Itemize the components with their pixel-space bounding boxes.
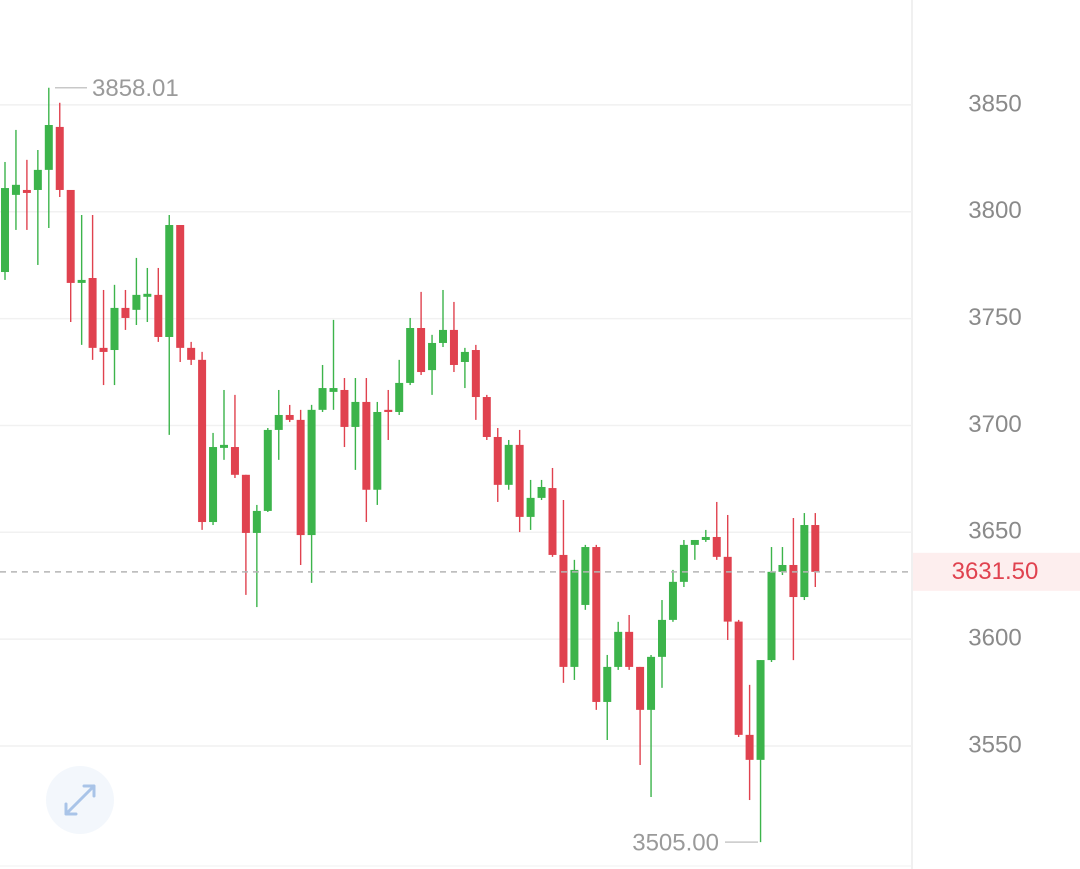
candle-body [526, 497, 535, 517]
candle-body [449, 329, 458, 365]
candle-body [701, 536, 710, 540]
candle-body [220, 444, 228, 448]
candle-body [329, 388, 338, 392]
candle-body [55, 126, 64, 190]
last-price-tag [913, 552, 1080, 591]
candle-body [143, 293, 152, 297]
candle-body [307, 409, 316, 536]
candle-body [33, 169, 42, 190]
candle-body [767, 571, 776, 661]
candle-body [11, 184, 20, 195]
high-annotation-label: 3858.01 [92, 75, 179, 102]
candle-body [187, 347, 196, 360]
candle-body [373, 411, 382, 490]
candle-body [811, 525, 820, 572]
candle-body [504, 444, 513, 485]
candle-body [460, 351, 469, 362]
candle-body [99, 347, 108, 352]
expand-button[interactable] [46, 766, 114, 834]
candle-body [198, 359, 207, 523]
candle-body [296, 419, 305, 536]
candle-body [340, 389, 349, 427]
candle-body [668, 581, 677, 620]
candle-body [537, 486, 546, 498]
candle-body [176, 225, 185, 348]
y-tick-label: 3550 [968, 731, 1021, 758]
y-tick-label: 3750 [968, 304, 1021, 331]
candle-body [362, 401, 371, 490]
candle-body [44, 125, 53, 170]
candle-body [428, 342, 437, 371]
candle-body [723, 556, 732, 622]
candles [1, 87, 820, 843]
candle-body [230, 447, 239, 475]
candle-body [1, 188, 9, 273]
candle-body [439, 329, 447, 343]
candle-body [285, 414, 294, 420]
candle-body [592, 547, 601, 702]
low-annotation-label: 3505.00 [632, 829, 719, 856]
candle-body [636, 666, 645, 710]
candle-body [252, 510, 261, 533]
candle-body [734, 621, 743, 735]
candle-body [406, 328, 415, 383]
candle-body [778, 564, 787, 572]
candle-body [548, 488, 557, 555]
candle-body [154, 294, 163, 337]
candle-body [570, 569, 579, 667]
candle-body [241, 474, 250, 533]
y-tick-label: 3600 [968, 624, 1021, 651]
candle-body [384, 409, 393, 412]
candle-body [658, 619, 666, 657]
candle-body [559, 554, 568, 667]
candle-body [603, 666, 612, 702]
candle-body [274, 414, 283, 430]
y-tick-label: 3650 [968, 518, 1021, 545]
candle-body [22, 189, 31, 193]
candle-body [679, 544, 688, 582]
candle-body [690, 539, 699, 545]
candle-body [121, 307, 130, 318]
candle-body [647, 656, 656, 710]
candle-body [318, 388, 327, 410]
y-tick-label: 3700 [968, 411, 1021, 438]
candle-body [417, 328, 426, 373]
candle-body [482, 397, 491, 437]
candle-body [77, 279, 86, 283]
y-tick-label: 3800 [968, 197, 1021, 224]
candle-body [132, 294, 141, 310]
candle-body [66, 189, 75, 283]
candle-body [712, 536, 721, 557]
candle-body [581, 547, 590, 605]
expand-icon[interactable] [64, 784, 96, 816]
candle-body [351, 401, 360, 427]
candle-body [263, 429, 272, 511]
candle-body [800, 525, 809, 598]
last-price-label: 3631.50 [952, 558, 1039, 585]
candle-body [165, 225, 174, 337]
candle-body [745, 734, 754, 760]
candle-body [614, 631, 623, 667]
candle-body [110, 307, 119, 351]
candle-body [789, 564, 798, 598]
candle-body [209, 447, 218, 523]
candle-body [493, 436, 502, 485]
candle-body [88, 278, 97, 348]
y-tick-label: 3850 [968, 90, 1021, 117]
candle-body [471, 350, 480, 398]
candle-body [625, 631, 634, 667]
candle-body [756, 660, 765, 760]
candle-body [395, 382, 404, 412]
candle-body [515, 444, 524, 517]
